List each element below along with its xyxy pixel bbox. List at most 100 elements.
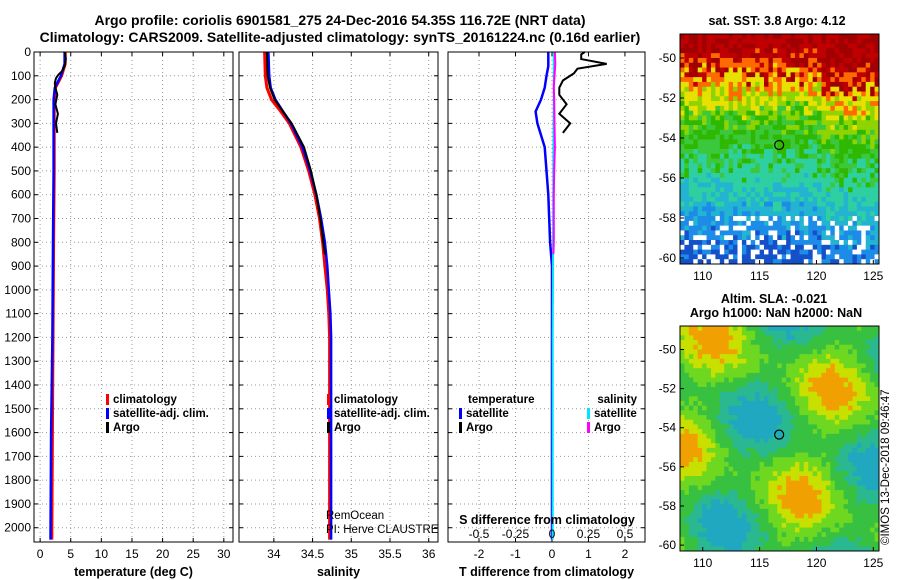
- map-cell: [861, 259, 867, 265]
- map-cell: [781, 457, 787, 463]
- map-cell: [688, 149, 694, 155]
- map-cell: [825, 386, 831, 393]
- map-cell: [825, 201, 831, 207]
- map-cell: [812, 354, 818, 360]
- map-cell: [684, 504, 690, 510]
- map-cell: [817, 344, 822, 350]
- map-cell: [848, 363, 853, 369]
- map-cell: [790, 386, 796, 393]
- map-cell: [746, 443, 752, 449]
- map-cell: [865, 344, 871, 350]
- map-cell: [759, 91, 765, 97]
- map-cell: [688, 177, 694, 183]
- map-cell: [737, 340, 743, 346]
- map-cell: [733, 86, 738, 92]
- map-cell: [737, 518, 743, 524]
- map-cell: [702, 415, 707, 421]
- map-cell: [772, 158, 778, 164]
- map-cell: [737, 201, 743, 207]
- map-cell: [812, 438, 818, 444]
- map-cell: [764, 240, 769, 246]
- map-cell: [719, 447, 725, 453]
- map-cell: [706, 410, 712, 416]
- map-cell: [755, 499, 760, 505]
- map-cell: [755, 457, 760, 463]
- map-cell: [728, 513, 734, 519]
- map-cell: [817, 410, 822, 416]
- map-cell: [821, 172, 827, 179]
- map-cell: [830, 504, 836, 510]
- map-cell: [693, 259, 699, 265]
- map-cell: [808, 494, 814, 500]
- map-cell: [688, 62, 694, 68]
- map-cell: [710, 522, 716, 528]
- map-cell: [808, 368, 814, 374]
- map-cell: [794, 382, 800, 388]
- map-cell: [684, 382, 690, 388]
- map-cell: [772, 494, 778, 500]
- map-cell: [870, 91, 875, 97]
- map-cell: [848, 153, 853, 159]
- map-cell: [710, 67, 716, 73]
- map-cell: [794, 518, 800, 524]
- map-cell: [733, 386, 738, 393]
- map-cell: [737, 382, 743, 388]
- map-cell: [817, 144, 822, 150]
- map-cell: [856, 244, 862, 251]
- map-cell: [688, 172, 694, 179]
- map-cell: [697, 149, 703, 155]
- map-cell: [710, 110, 716, 116]
- map-cell: [733, 220, 738, 227]
- map-cell: [843, 81, 849, 88]
- map-cell: [702, 77, 707, 83]
- map-cell: [706, 101, 712, 107]
- map-cell: [794, 244, 800, 251]
- map-cell: [821, 53, 827, 59]
- map-cell: [861, 172, 867, 179]
- map-cell: [688, 77, 694, 83]
- map-cell: [865, 259, 871, 265]
- map-cell: [812, 240, 818, 246]
- map-cell: [715, 129, 721, 136]
- map-cell: [759, 391, 765, 397]
- map-cell: [874, 358, 880, 364]
- map-cell: [680, 415, 685, 421]
- map-cell: [870, 452, 875, 458]
- map-cell: [759, 149, 765, 155]
- map-cell: [786, 220, 791, 227]
- map-cell: [803, 120, 809, 126]
- map-cell: [799, 340, 805, 346]
- map-cell: [790, 48, 796, 54]
- map-cell: [861, 254, 867, 260]
- map-cell: [746, 129, 752, 136]
- map-cell: [688, 452, 694, 458]
- map-cell: [719, 443, 725, 449]
- map-cell: [746, 77, 752, 83]
- map-cell: [702, 216, 707, 222]
- map-cell: [680, 225, 685, 231]
- depth-tick-label: 1000: [4, 283, 31, 297]
- map-cell: [710, 172, 716, 179]
- map-cell: [715, 110, 721, 116]
- map-cell: [870, 72, 875, 78]
- legend-label: Argo: [113, 422, 140, 434]
- map-cell: [693, 244, 699, 251]
- map-cell: [830, 377, 836, 383]
- map-cell: [865, 96, 871, 102]
- map-cell: [737, 433, 743, 439]
- map-cell: [830, 457, 836, 463]
- map-cell: [759, 405, 765, 411]
- map-cell: [759, 220, 765, 227]
- map-cell: [702, 391, 707, 397]
- map-cell: [777, 225, 783, 231]
- temperature-panel: 0100200300400500600700800900100011001200…: [4, 45, 234, 579]
- map-cell: [834, 53, 840, 59]
- map-cell: [852, 211, 858, 217]
- map-cell: [750, 513, 756, 519]
- map-cell: [741, 518, 747, 524]
- map-cell: [839, 206, 845, 212]
- map-cell: [803, 358, 809, 364]
- map-cell: [821, 386, 827, 393]
- map-cell: [856, 158, 862, 164]
- map-cell: [759, 43, 765, 49]
